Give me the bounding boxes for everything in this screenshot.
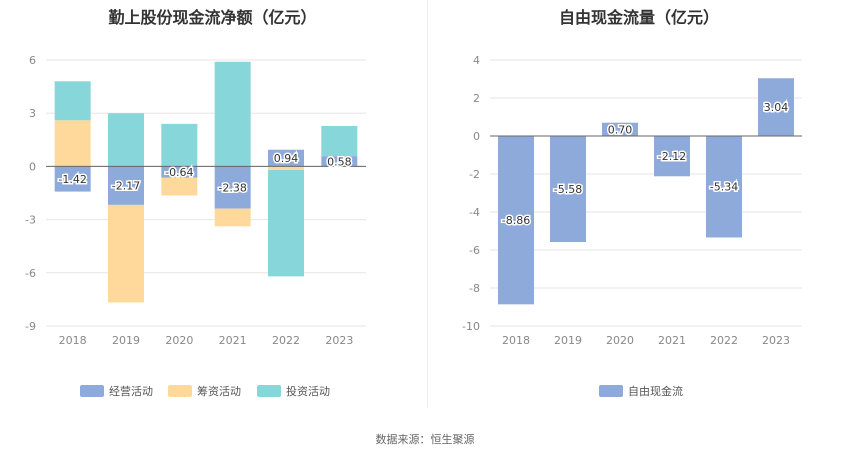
legend-label: 投资活动 bbox=[286, 384, 330, 398]
x-tick-label: 2019 bbox=[112, 334, 140, 347]
data-label: -1.42 bbox=[58, 173, 86, 186]
x-tick-label: 2021 bbox=[219, 334, 247, 347]
y-tick-label: 0 bbox=[29, 160, 36, 173]
legend-label: 筹资活动 bbox=[197, 384, 241, 398]
y-tick-label: 3 bbox=[29, 107, 36, 120]
legend-swatch bbox=[257, 385, 281, 397]
panel-divider bbox=[427, 0, 428, 408]
x-tick-label: 2023 bbox=[325, 334, 353, 347]
data-label: -5.34 bbox=[710, 181, 738, 194]
bar bbox=[321, 125, 358, 157]
bar bbox=[161, 123, 198, 167]
y-tick-label: -8 bbox=[469, 282, 480, 295]
bar bbox=[214, 208, 251, 227]
x-tick-label: 2022 bbox=[272, 334, 300, 347]
x-tick-label: 2022 bbox=[710, 334, 738, 347]
bar bbox=[550, 136, 586, 243]
y-tick-label: -9 bbox=[25, 320, 36, 333]
data-label: 0.70 bbox=[608, 123, 633, 136]
bar bbox=[268, 149, 304, 167]
x-tick-label: 2020 bbox=[165, 334, 193, 347]
y-tick-label: -3 bbox=[25, 214, 36, 227]
bar bbox=[161, 177, 198, 196]
data-label: -0.64 bbox=[165, 166, 193, 179]
legend-label: 自由现金流 bbox=[628, 384, 683, 398]
data-label: -5.58 bbox=[554, 183, 582, 196]
legend-swatch bbox=[168, 385, 192, 397]
bar bbox=[602, 122, 638, 136]
data-label: 0.94 bbox=[274, 152, 299, 165]
x-tick-label: 2019 bbox=[554, 334, 582, 347]
data-label: -8.86 bbox=[502, 214, 530, 227]
data-label: -2.38 bbox=[218, 182, 246, 195]
y-tick-label: 2 bbox=[473, 92, 480, 105]
bar bbox=[758, 78, 794, 136]
y-tick-label: -10 bbox=[462, 320, 480, 333]
left-chart-title: 勤上股份现金流净额（亿元） bbox=[108, 8, 317, 27]
data-label: 0.58 bbox=[327, 155, 352, 168]
right-chart-title: 自由现金流量（亿元） bbox=[558, 8, 719, 27]
legend-label: 经营活动 bbox=[109, 384, 153, 398]
data-label: -2.17 bbox=[112, 180, 140, 193]
x-tick-label: 2021 bbox=[658, 334, 686, 347]
y-tick-label: -6 bbox=[25, 267, 36, 280]
data-label: 3.04 bbox=[764, 101, 789, 114]
y-tick-label: -2 bbox=[469, 168, 480, 181]
bar bbox=[108, 204, 144, 303]
bar bbox=[161, 166, 198, 178]
bar bbox=[321, 156, 358, 167]
bar bbox=[498, 136, 534, 305]
x-tick-label: 2023 bbox=[762, 334, 790, 347]
bar bbox=[54, 81, 91, 121]
data-source-note: 数据来源：恒生聚源 bbox=[375, 433, 475, 446]
bar bbox=[108, 113, 144, 167]
x-tick-label: 2018 bbox=[502, 334, 530, 347]
x-tick-label: 2020 bbox=[606, 334, 634, 347]
x-tick-label: 2018 bbox=[59, 334, 87, 347]
bar bbox=[706, 136, 742, 238]
data-label: -2.12 bbox=[658, 150, 686, 163]
y-tick-label: 4 bbox=[473, 54, 480, 67]
bar bbox=[54, 166, 91, 192]
y-tick-label: 6 bbox=[29, 54, 36, 67]
legend-swatch bbox=[80, 385, 104, 397]
y-tick-label: 0 bbox=[473, 130, 480, 143]
bar bbox=[54, 120, 91, 167]
bar bbox=[214, 166, 251, 209]
bar bbox=[654, 136, 690, 177]
y-tick-label: -4 bbox=[469, 206, 480, 219]
y-tick-label: -6 bbox=[469, 244, 480, 257]
bar bbox=[268, 169, 304, 277]
bar bbox=[214, 61, 251, 167]
bar bbox=[268, 166, 304, 170]
bar bbox=[108, 166, 144, 205]
legend-swatch bbox=[599, 385, 623, 397]
